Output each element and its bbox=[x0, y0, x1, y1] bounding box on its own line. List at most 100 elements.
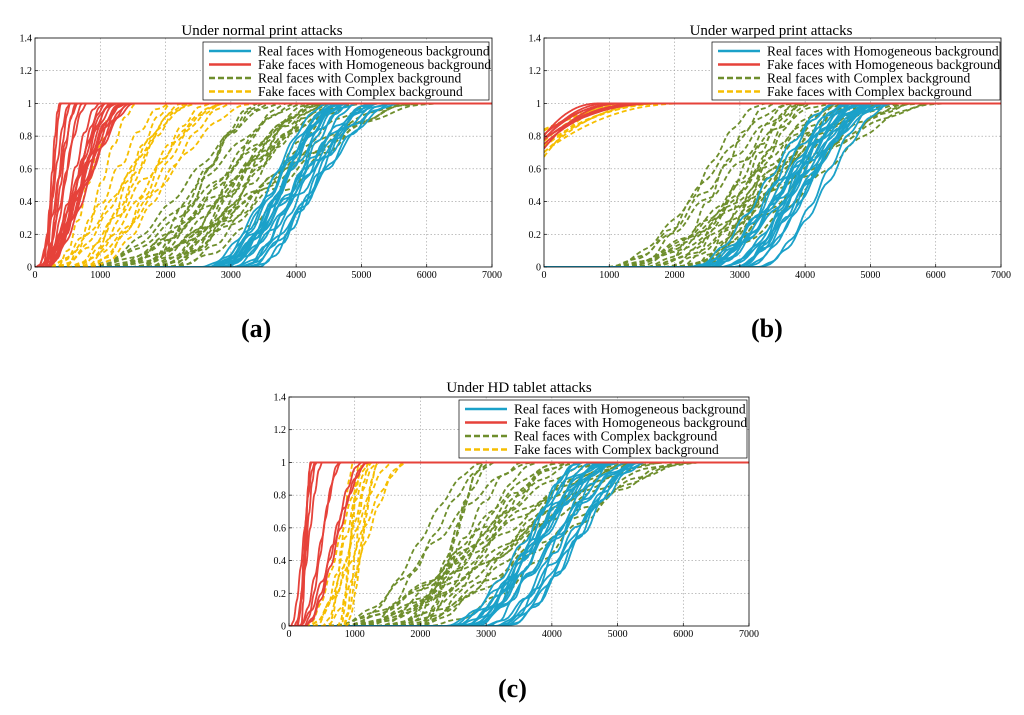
legend-label: Fake faces with Homogeneous background bbox=[514, 415, 747, 430]
series-line bbox=[289, 461, 749, 626]
series-line bbox=[544, 102, 1001, 141]
series-line bbox=[35, 102, 492, 267]
panel-c-label: (c) bbox=[498, 674, 527, 703]
series-line bbox=[289, 461, 749, 626]
series-line bbox=[289, 461, 749, 626]
panel-b-label: (b) bbox=[751, 314, 783, 343]
x-tick-label: 1000 bbox=[345, 629, 365, 640]
series-line bbox=[289, 461, 749, 626]
series-line bbox=[544, 102, 1001, 267]
series-line bbox=[544, 102, 1001, 267]
legend: Real faces with Homogeneous backgroundFa… bbox=[202, 41, 491, 101]
series-line bbox=[35, 102, 492, 267]
series-line bbox=[544, 102, 1001, 267]
y-tick-label: 1 bbox=[281, 458, 286, 469]
series-line bbox=[35, 102, 492, 267]
series-line bbox=[544, 102, 1001, 267]
series-line bbox=[289, 461, 749, 626]
series-line bbox=[35, 102, 492, 267]
y-tick-label: 0.6 bbox=[274, 523, 287, 534]
series-line bbox=[289, 461, 749, 626]
y-tick-label: 0.8 bbox=[20, 132, 33, 143]
series-line bbox=[544, 102, 1001, 267]
legend-label: Fake faces with Complex background bbox=[258, 84, 463, 99]
series-line bbox=[544, 102, 1001, 137]
series-line bbox=[544, 102, 1001, 267]
series-line bbox=[35, 102, 492, 267]
series-line bbox=[289, 461, 749, 626]
series-line bbox=[544, 102, 1001, 267]
series-line bbox=[544, 102, 1001, 267]
series-line bbox=[289, 461, 749, 626]
y-tick-label: 0.4 bbox=[529, 197, 542, 208]
legend-label: Real faces with Homogeneous background bbox=[514, 402, 746, 417]
x-tick-label: 7000 bbox=[482, 270, 502, 281]
series-line bbox=[35, 102, 492, 267]
series-line bbox=[35, 102, 492, 267]
series-line bbox=[35, 102, 492, 267]
series-line bbox=[289, 461, 749, 626]
x-tick-label: 5000 bbox=[860, 270, 880, 281]
series-line bbox=[289, 461, 749, 626]
panel-a-plot: 0 1000 2000 3000 4000 5000 6000 7000 0 0.2 0.4 0.6 0… bbox=[20, 34, 503, 282]
legend-label: Real faces with Complex background bbox=[767, 71, 970, 86]
y-tick-label: 0 bbox=[27, 263, 32, 274]
series-line bbox=[35, 102, 492, 267]
panel-c-plot: 0 1000 2000 3000 4000 5000 6000 7000 0 0.2 0.4 0.6 0… bbox=[274, 393, 760, 641]
series-line bbox=[289, 461, 749, 626]
x-tick-label: 2000 bbox=[665, 270, 685, 281]
series-line bbox=[544, 102, 1001, 267]
series-line bbox=[35, 102, 492, 267]
series-line bbox=[35, 102, 492, 267]
series-line bbox=[35, 102, 492, 267]
y-tick-label: 1 bbox=[536, 99, 541, 110]
series-line bbox=[35, 102, 492, 267]
plot-frame bbox=[543, 37, 1002, 268]
y-tick-label: 1.4 bbox=[529, 34, 542, 45]
legend: Real faces with Homogeneous backgroundFa… bbox=[711, 41, 1000, 101]
series-line bbox=[289, 461, 749, 626]
series-line bbox=[289, 461, 749, 626]
series-line bbox=[544, 102, 1001, 267]
series-line bbox=[544, 102, 1001, 154]
series-line bbox=[35, 102, 492, 267]
series-line bbox=[35, 102, 492, 267]
panel-b-plot: 0 1000 2000 3000 4000 5000 6000 7000 0 0.2 0.4 0.6 0… bbox=[529, 34, 1012, 282]
series-line bbox=[35, 102, 492, 267]
x-tick-label: 1000 bbox=[90, 270, 110, 281]
x-tick-label: 5000 bbox=[608, 629, 628, 640]
series-line bbox=[544, 102, 1001, 267]
series-line bbox=[544, 102, 1001, 267]
x-tick-label: 6000 bbox=[673, 629, 693, 640]
legend-label: Real faces with Homogeneous background bbox=[258, 44, 490, 59]
series-line bbox=[289, 461, 749, 626]
series-line bbox=[289, 461, 749, 626]
series-line bbox=[35, 102, 492, 267]
x-tick-label: 1000 bbox=[599, 270, 619, 281]
panel-a-title: Under normal print attacks bbox=[181, 23, 342, 39]
series-line bbox=[35, 102, 492, 267]
series-line bbox=[289, 461, 749, 626]
series-line bbox=[289, 461, 749, 626]
y-tick-label: 1.2 bbox=[529, 66, 542, 77]
x-tick-label: 5000 bbox=[351, 270, 371, 281]
y-tick-label: 0.6 bbox=[529, 164, 542, 175]
series-line bbox=[544, 102, 1001, 267]
legend-label: Fake faces with Homogeneous background bbox=[258, 57, 491, 72]
x-tick-label: 7000 bbox=[991, 270, 1011, 281]
series-line bbox=[35, 102, 492, 267]
y-tick-label: 1.2 bbox=[20, 66, 33, 77]
series-line bbox=[289, 461, 749, 626]
y-tick-label: 0.2 bbox=[274, 589, 287, 600]
x-tick-label: 3000 bbox=[221, 270, 241, 281]
series-line bbox=[35, 102, 492, 267]
series-line bbox=[289, 461, 749, 626]
series-line bbox=[35, 102, 492, 267]
panel-b: Under warped print attacks 0 1000 2000 3000… bbox=[529, 23, 1012, 281]
series-line bbox=[544, 102, 1001, 267]
panel-c: Under HD tablet attacks 0 1000 2000 3000 400… bbox=[274, 380, 760, 640]
x-tick-label: 6000 bbox=[926, 270, 946, 281]
series-line bbox=[289, 461, 749, 626]
y-tick-label: 0.4 bbox=[274, 556, 287, 567]
series-line bbox=[289, 461, 749, 626]
